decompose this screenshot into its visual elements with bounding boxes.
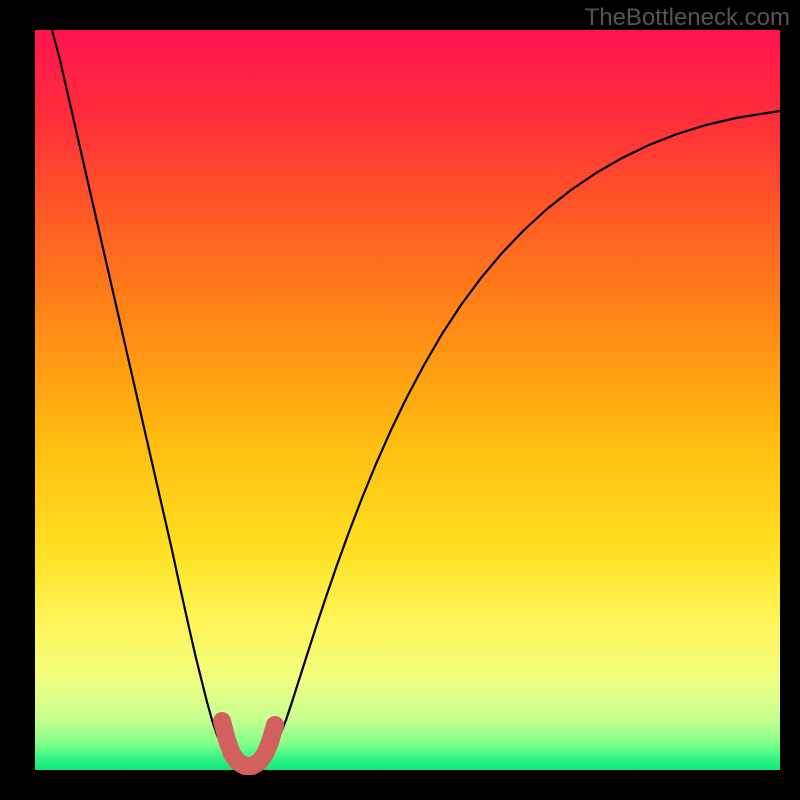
watermark-text: TheBottleneck.com xyxy=(585,4,790,32)
chart-container: TheBottleneck.com xyxy=(0,0,800,800)
plot-area xyxy=(35,30,780,770)
chart-svg xyxy=(0,0,800,800)
